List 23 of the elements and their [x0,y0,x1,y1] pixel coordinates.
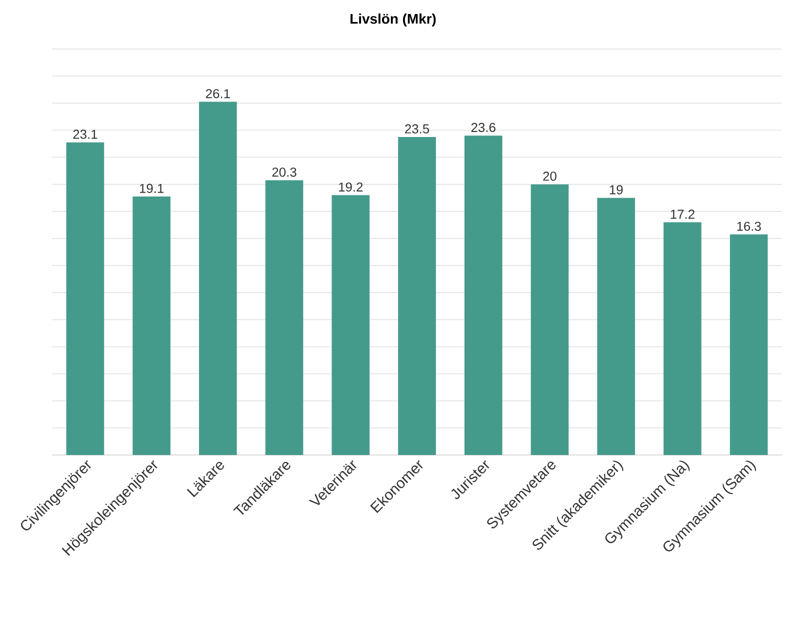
bar [199,102,237,455]
bar [265,180,304,455]
bar [132,196,170,455]
bar [530,184,569,455]
bar [332,195,370,455]
data-label: 20.3 [272,168,296,177]
bar [730,234,768,455]
bar [464,136,502,455]
data-label: 19.2 [339,182,363,192]
data-label: 19 [610,185,623,194]
data-label: 26.1 [206,89,230,98]
data-label: 23.5 [405,124,430,134]
data-label: 20 [543,172,556,181]
data-label: 19.1 [140,184,164,193]
data-label: 23.1 [73,130,98,139]
chart-title: Livslön (Mkr) [350,13,436,26]
data-label: 17.2 [670,210,694,219]
bar [398,136,436,455]
data-label: 16.3 [737,222,761,231]
data-label: 23.6 [471,122,496,132]
bar [597,198,636,455]
bar [66,142,104,455]
bar [664,222,702,455]
